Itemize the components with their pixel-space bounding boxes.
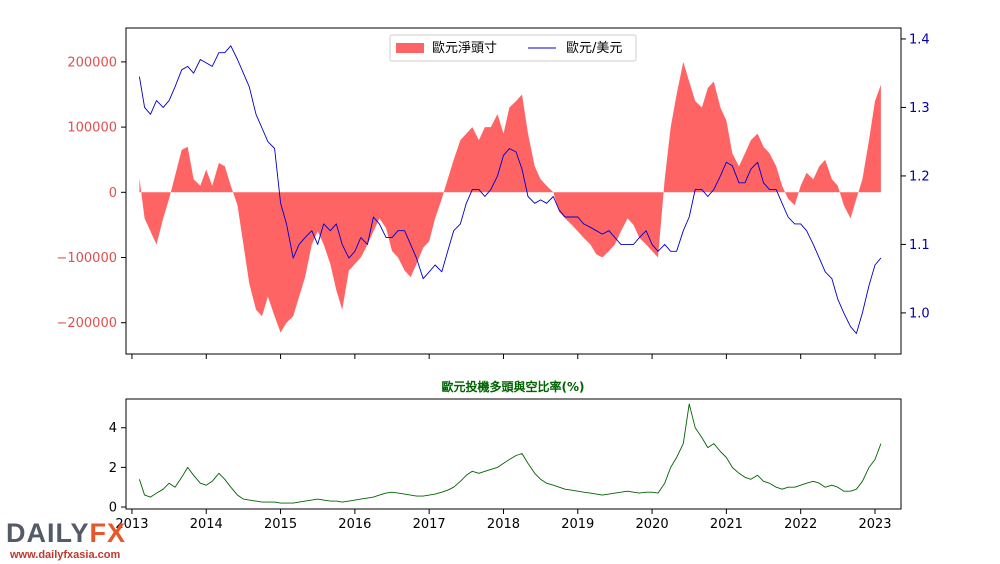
right-y-tick-label: 1.0 (909, 306, 930, 321)
right-y-axis: 1.0 1.1 1.2 1.3 1.4 (901, 32, 930, 321)
x-tick-label: 2017 (413, 517, 446, 532)
x-tick-label: 2019 (561, 517, 594, 532)
right-y-tick-label: 1.4 (909, 32, 930, 47)
logo-fx: FX (89, 518, 127, 548)
legend-box (389, 34, 637, 62)
left-y-axis: −200000 −100000 0 100000 200000 (56, 55, 126, 331)
left-y-tick-label: −200000 (56, 316, 117, 331)
ratio-line (138, 403, 882, 504)
logo-daily: DAILY (6, 518, 90, 548)
net-position-area (139, 61, 881, 333)
legend-label-eurusd: 歐元/美元 (566, 41, 622, 56)
x-tick-label: 2018 (487, 517, 520, 532)
left-y-tick-label: 100000 (67, 121, 117, 136)
x-tick-label: 2014 (190, 517, 223, 532)
x-tick-label: 2023 (858, 517, 891, 532)
legend-swatch-net-position (396, 43, 424, 53)
left-y-tick-label: 200000 (67, 55, 117, 70)
ratio-y-tick-label: 0 (109, 501, 117, 516)
legend-label-net-position: 歐元淨頭寸 (432, 41, 497, 56)
x-tick-label: 2020 (636, 517, 669, 532)
x-axis: 2013 2014 2015 2016 2017 2018 2019 2020 2021 2022… (115, 509, 892, 532)
x-tick-label: 2021 (710, 517, 743, 532)
logo-wordmark: DAILYFX (6, 518, 126, 548)
top-x-axis-ticks (131, 354, 876, 359)
left-y-tick-label: −100000 (56, 251, 117, 266)
ratio-y-tick-label: 2 (109, 461, 117, 476)
left-y-tick-label: 0 (109, 186, 117, 201)
ratio-y-tick-label: 4 (109, 421, 117, 436)
x-tick-label: 2022 (784, 517, 817, 532)
eurusd-line-layer (138, 45, 882, 334)
net-position-area-layer (139, 61, 881, 333)
x-tick-label: 2015 (264, 517, 297, 532)
ratio-line-layer (138, 403, 882, 504)
ratio-y-axis: 0 2 4 (109, 421, 126, 516)
bottom-plot-area (125, 398, 902, 510)
x-tick-label: 2013 (115, 517, 148, 532)
x-tick-label: 2016 (338, 517, 371, 532)
legend: 歐元淨頭寸 歐元/美元 (389, 34, 637, 62)
dailyfx-logo: DAILYFX www.dailyfxasia.com (6, 518, 156, 562)
right-y-tick-label: 1.3 (909, 101, 930, 116)
right-y-tick-label: 1.1 (909, 238, 930, 253)
logo-url: www.dailyfxasia.com (10, 549, 121, 561)
eurusd-line (138, 45, 882, 334)
ratio-chart-title: 歐元投機多頭與空比率(%) (442, 379, 585, 394)
right-y-tick-label: 1.2 (909, 169, 930, 184)
